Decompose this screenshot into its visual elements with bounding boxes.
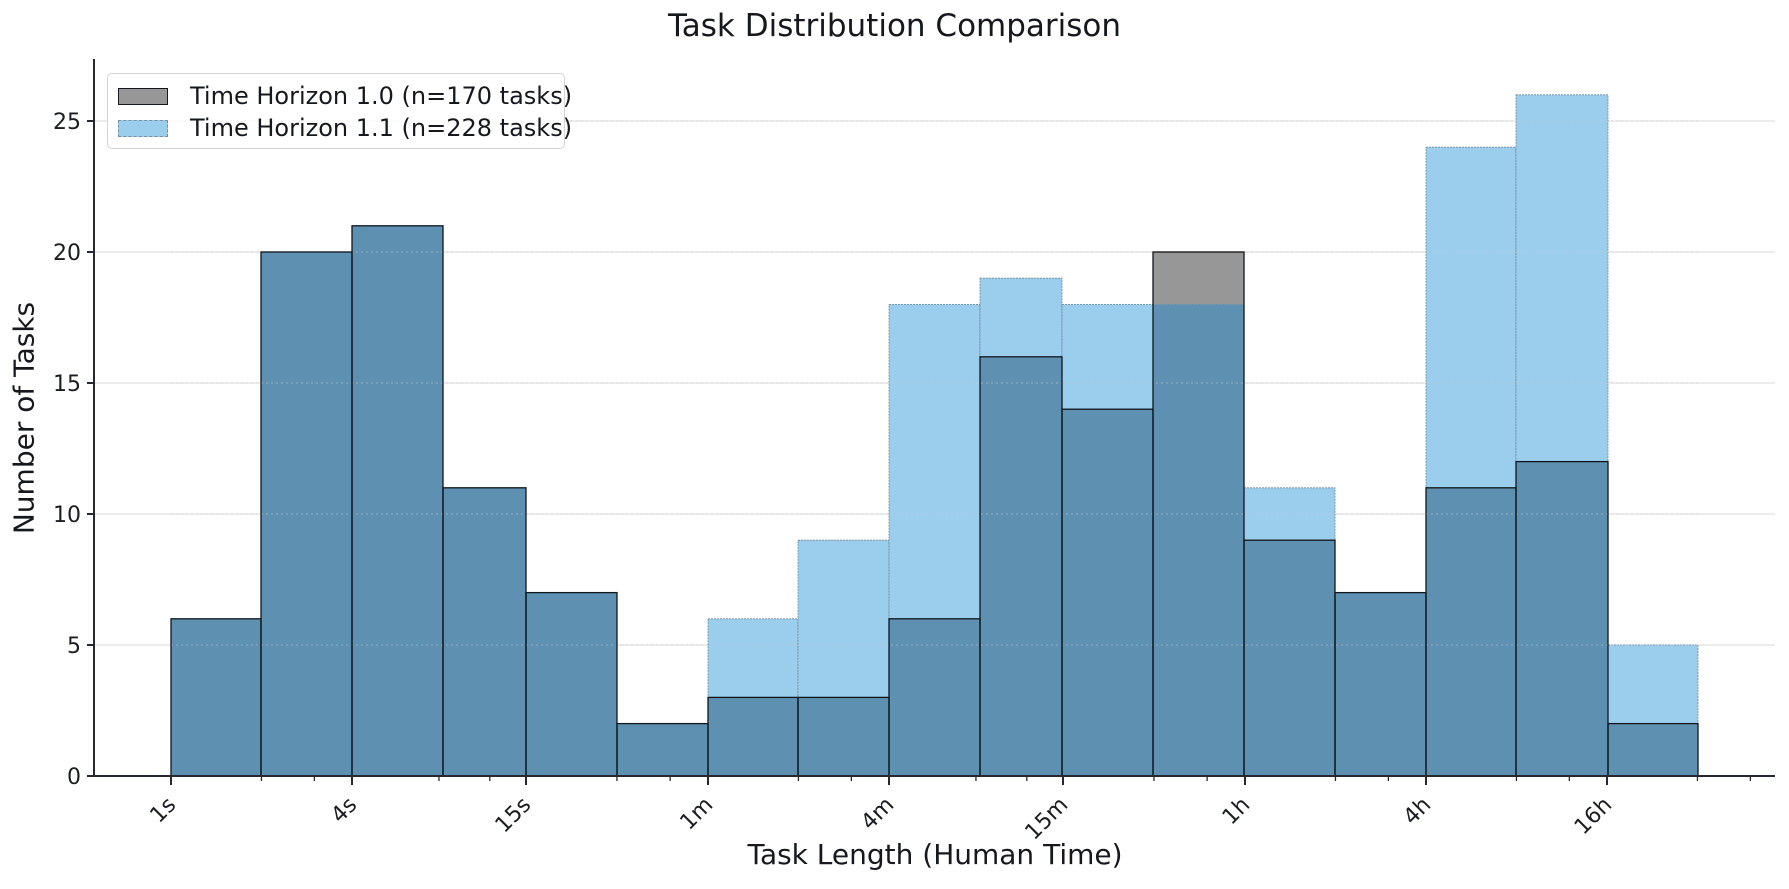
bar-overlap xyxy=(1516,461,1608,776)
bar-overlap xyxy=(526,592,617,776)
y-tick-label: 0 xyxy=(67,765,81,790)
x-tick-label: 4s xyxy=(327,793,363,829)
legend-swatch-gray xyxy=(118,87,168,105)
x-tick-label: 1h xyxy=(1218,793,1255,830)
x-tick-label: 1s xyxy=(146,793,182,829)
bar-overlap xyxy=(1335,592,1426,776)
x-tick-label: 1m xyxy=(676,793,719,836)
y-tick-label: 10 xyxy=(53,503,81,528)
bar-overlap xyxy=(352,225,443,777)
y-tick-label: 5 xyxy=(67,634,81,659)
legend-item-th10: Time Horizon 1.0 (n=170 tasks) xyxy=(118,81,572,111)
x-tick-label: 16h xyxy=(1570,793,1617,840)
bar-overlap xyxy=(617,723,708,776)
x-tick-label: 4h xyxy=(1399,793,1436,830)
y-axis-label: Number of Tasks xyxy=(7,301,41,535)
y-tick-label: 25 xyxy=(53,110,81,135)
bar-overlap xyxy=(1153,304,1244,776)
legend-item-th11: Time Horizon 1.1 (n=228 tasks) xyxy=(118,113,572,143)
legend: Time Horizon 1.0 (n=170 tasks) Time Hori… xyxy=(107,73,572,149)
x-tick-label: 4m xyxy=(857,793,900,836)
legend-swatch-blue xyxy=(118,119,168,137)
bar-overlap xyxy=(1426,487,1516,776)
bar-overlap xyxy=(1244,540,1335,776)
x-tick-label: 15s xyxy=(491,793,537,839)
legend-label: Time Horizon 1.1 (n=228 tasks) xyxy=(190,114,573,142)
legend-label: Time Horizon 1.0 (n=170 tasks) xyxy=(190,82,573,110)
y-tick-label: 15 xyxy=(53,372,81,397)
x-axis-label: Task Length (Human Time) xyxy=(747,838,1123,871)
y-tick-label: 20 xyxy=(53,241,81,266)
bar-overlap xyxy=(889,618,980,776)
bar-overlap xyxy=(708,697,798,776)
bar-overlap xyxy=(443,487,526,776)
bar-overlap xyxy=(171,618,261,776)
bar-overlap xyxy=(980,356,1062,776)
bar-th10-excess xyxy=(1153,252,1244,305)
bar-overlap xyxy=(1608,723,1698,776)
chart-title: Task Distribution Comparison xyxy=(667,8,1122,44)
bar-overlap xyxy=(798,697,889,776)
bar-overlap xyxy=(1062,409,1153,776)
